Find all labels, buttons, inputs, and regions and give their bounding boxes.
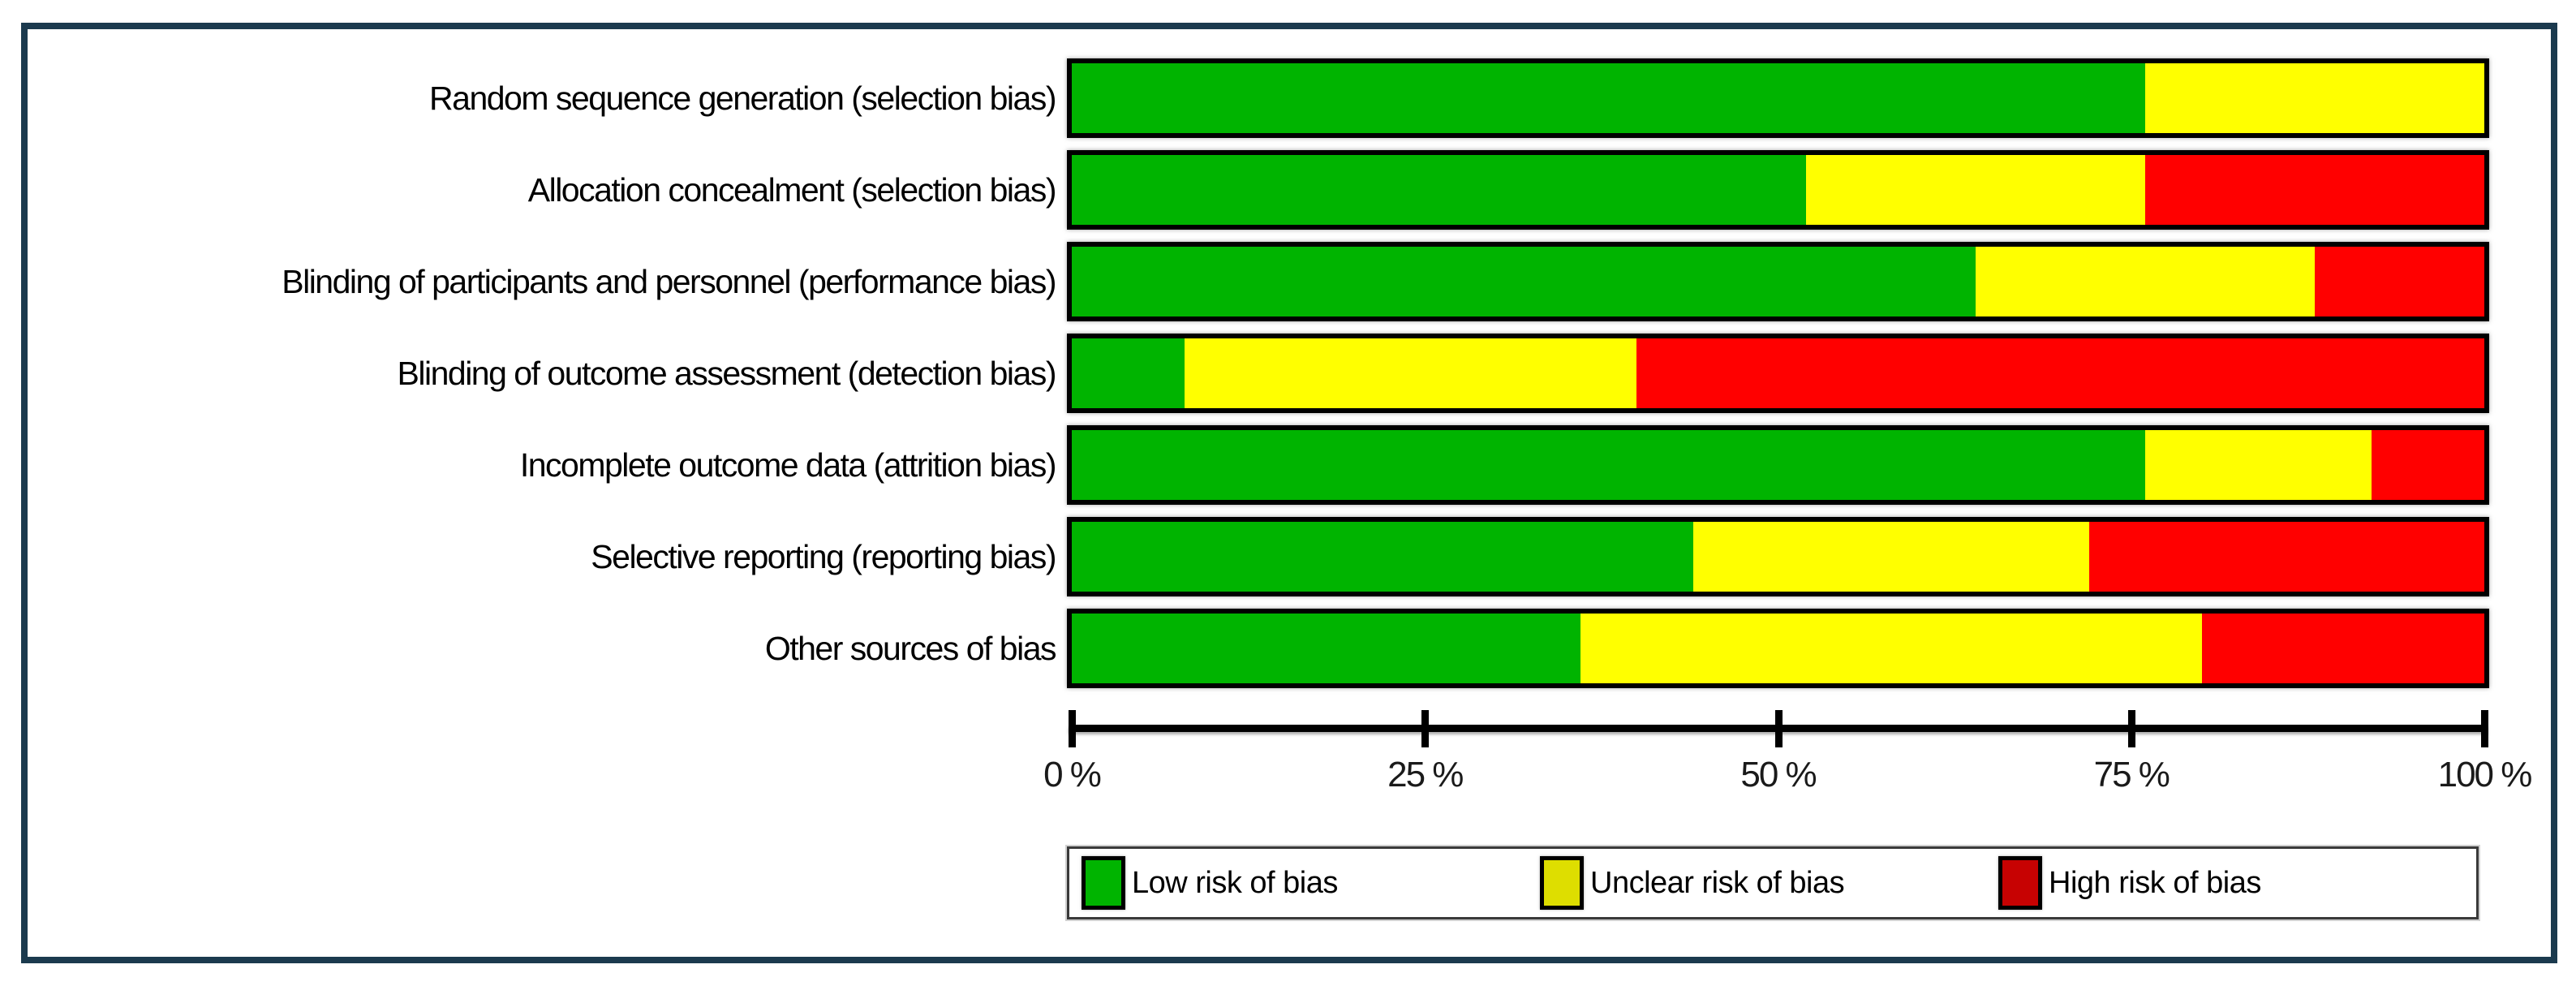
x-axis-tick-label: 50 % <box>1740 755 1817 794</box>
bias-rows: Random sequence generation (selection bi… <box>28 58 2494 700</box>
stacked-bar <box>1067 58 2489 138</box>
stacked-bar <box>1067 425 2489 505</box>
chart-row: Allocation concealment (selection bias) <box>28 150 2494 230</box>
bar-segment-unclear <box>2145 430 2372 500</box>
category-label: Blinding of outcome assessment (detectio… <box>397 354 1057 392</box>
x-axis-tick-label: 75 % <box>2093 755 2170 794</box>
x-axis-tick <box>1774 710 1783 747</box>
category-label: Blinding of participants and personnel (… <box>282 262 1056 300</box>
bar-segment-high <box>2371 430 2484 500</box>
legend-label: Low risk of bias <box>1132 865 1338 900</box>
bar-segment-unclear <box>1693 522 2089 592</box>
x-axis-tick <box>2127 710 2135 747</box>
chart-frame: Random sequence generation (selection bi… <box>21 23 2557 963</box>
x-axis <box>1069 710 2488 747</box>
bar-segment-unclear <box>1806 155 2146 225</box>
bar-segment-high <box>2145 155 2484 225</box>
bar-segment-low <box>1072 614 1580 683</box>
bar-segment-low <box>1072 63 2146 133</box>
category-label: Allocation concealment (selection bias) <box>527 170 1057 209</box>
chart-row: Blinding of participants and personnel (… <box>28 242 2494 321</box>
x-axis-tick <box>1421 710 1430 747</box>
chart-row: Incomplete outcome data (attrition bias) <box>28 425 2494 505</box>
x-axis-tick <box>2481 710 2488 747</box>
legend-item: Low risk of bias <box>1082 849 1338 917</box>
bar-segment-high <box>2315 247 2484 316</box>
stacked-bar <box>1067 242 2489 321</box>
legend-label: High risk of bias <box>2049 865 2261 900</box>
x-axis-tick-label: 25 % <box>1387 755 1464 794</box>
low-risk-swatch-icon <box>1082 856 1125 910</box>
x-axis-tick-label: 0 % <box>1043 755 1102 794</box>
bar-segment-high <box>1636 338 2484 408</box>
stacked-bar <box>1067 517 2489 596</box>
bar-segment-low <box>1072 430 2146 500</box>
category-label: Random sequence generation (selection bi… <box>429 79 1056 117</box>
bar-segment-high <box>2088 522 2484 592</box>
bar-segment-low <box>1072 247 1976 316</box>
category-label: Other sources of bias <box>764 629 1057 667</box>
category-label: Selective reporting (reporting bias) <box>591 537 1056 575</box>
chart-row: Other sources of bias <box>28 609 2494 688</box>
bar-segment-unclear <box>1185 338 1637 408</box>
high-risk-swatch-icon <box>1998 856 2042 910</box>
unclear-risk-swatch-icon <box>1540 856 1584 910</box>
x-axis-tick <box>1069 710 1076 747</box>
legend-item: Unclear risk of bias <box>1540 849 1845 917</box>
chart-row: Blinding of outcome assessment (detectio… <box>28 334 2494 413</box>
bar-segment-unclear <box>1580 614 2202 683</box>
x-axis-tick-label: 100 % <box>2437 755 2533 794</box>
bar-segment-low <box>1072 522 1694 592</box>
chart-row: Random sequence generation (selection bi… <box>28 58 2494 138</box>
category-label: Incomplete outcome data (attrition bias) <box>519 446 1057 484</box>
x-axis-tick-labels: 0 % 25 % 50 % 75 % 100 % <box>1043 755 2532 800</box>
bar-segment-low <box>1072 155 1807 225</box>
legend-label: Unclear risk of bias <box>1590 865 1845 900</box>
bar-segment-low <box>1072 338 1185 408</box>
bar-segment-unclear <box>2145 63 2484 133</box>
stacked-bar <box>1067 609 2489 688</box>
legend: Low risk of bias Unclear risk of bias High… <box>1067 846 2479 919</box>
bar-segment-unclear <box>1976 247 2316 316</box>
bar-segment-high <box>2201 614 2484 683</box>
stacked-bar <box>1067 150 2489 230</box>
stacked-bar <box>1067 334 2489 413</box>
legend-item: High risk of bias <box>1998 849 2261 917</box>
chart-row: Selective reporting (reporting bias) <box>28 517 2494 596</box>
